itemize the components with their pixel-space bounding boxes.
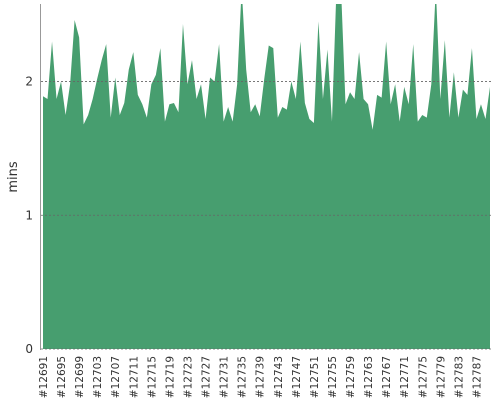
x-tick-label: #12771: [399, 356, 411, 398]
x-tick-label: #12699: [74, 356, 86, 398]
x-tick-label: #12743: [273, 356, 285, 398]
x-tick-label: #12755: [327, 356, 339, 398]
x-tick-label: #12735: [237, 356, 249, 398]
y-tick-label: 1: [25, 208, 33, 222]
plot-area: [43, 4, 490, 349]
x-tick-label: #12715: [146, 356, 158, 398]
x-tick-label: #12751: [309, 356, 321, 398]
x-tick-label: #12783: [453, 356, 465, 398]
x-tick-label: #12775: [417, 356, 429, 398]
x-tick-label: #12739: [255, 356, 267, 398]
x-tick-label: #12719: [164, 356, 176, 398]
x-tick-label: #12727: [201, 356, 213, 398]
x-tick-label: #12787: [471, 356, 483, 398]
x-tick-label: #12691: [38, 356, 50, 398]
x-tick-label: #12767: [381, 356, 393, 398]
y-tick-label: 2: [25, 75, 33, 89]
x-tick-label: #12707: [110, 356, 122, 398]
area: [43, 4, 490, 349]
x-tick-label: #12731: [219, 356, 231, 398]
y-tick-label: 0: [25, 342, 33, 356]
x-tick-label: #12695: [56, 356, 68, 398]
x-tick-label: #12779: [435, 356, 447, 398]
x-tick-label: #12747: [291, 356, 303, 398]
x-tick-label: #12723: [182, 356, 194, 398]
x-tick-label: #12703: [92, 356, 104, 398]
x-tick-label: #12763: [363, 356, 375, 398]
x-tick-label: #12711: [128, 356, 140, 398]
x-tick-label: #12759: [345, 356, 357, 398]
y-axis-label: mins: [6, 161, 21, 193]
